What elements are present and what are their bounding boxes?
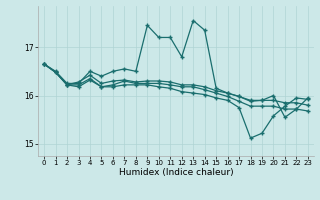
X-axis label: Humidex (Indice chaleur): Humidex (Indice chaleur) [119,168,233,177]
